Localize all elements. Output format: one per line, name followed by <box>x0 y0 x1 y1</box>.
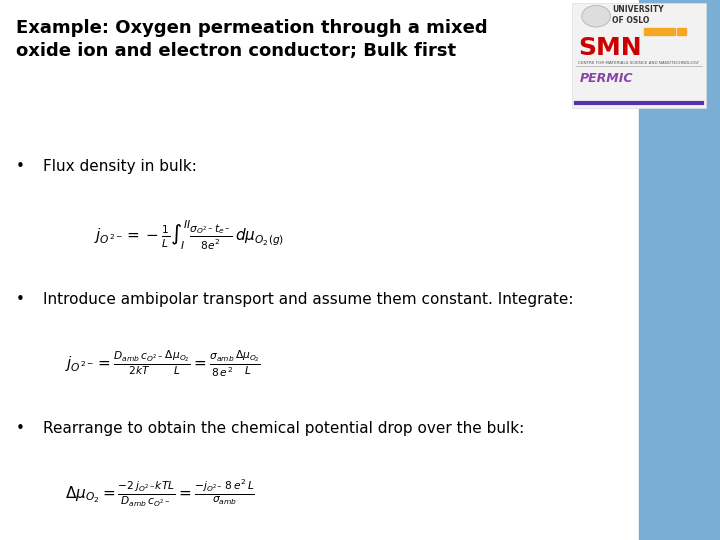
Text: •: • <box>16 292 24 307</box>
Text: PERMIC: PERMIC <box>580 72 633 85</box>
Text: CENTRE FOR MATERIALS SCIENCE AND NANOTECHNOLOGY: CENTRE FOR MATERIALS SCIENCE AND NANOTEC… <box>578 61 699 65</box>
Bar <box>677 28 686 35</box>
Text: UNIVERSITY
OF OSLO: UNIVERSITY OF OSLO <box>612 5 664 25</box>
Text: •: • <box>16 421 24 436</box>
Text: Example: Oxygen permeation through a mixed
oxide ion and electron conductor; Bul: Example: Oxygen permeation through a mix… <box>16 19 487 60</box>
Text: •: • <box>16 159 24 174</box>
Bar <box>655 28 665 35</box>
Circle shape <box>582 5 611 27</box>
Bar <box>644 28 654 35</box>
Text: SMN: SMN <box>578 36 642 60</box>
Bar <box>666 28 675 35</box>
Text: Introduce ambipolar transport and assume them constant. Integrate:: Introduce ambipolar transport and assume… <box>43 292 574 307</box>
Text: $j_{O^{2-}} = -\frac{1}{L}\int_{I}^{II}\frac{\sigma_{O^{2-}}\, t_{e^-}}{8e^2}\, : $j_{O^{2-}} = -\frac{1}{L}\int_{I}^{II}\… <box>94 219 284 252</box>
Text: Rearrange to obtain the chemical potential drop over the bulk:: Rearrange to obtain the chemical potenti… <box>43 421 524 436</box>
Text: $\Delta\mu_{O_2} = \frac{-2\,j_{O^{2-}}kTL}{D_{amb}\,c_{O^{2-}}} = \frac{-j_{O^{: $\Delta\mu_{O_2} = \frac{-2\,j_{O^{2-}}k… <box>65 478 255 509</box>
Text: Flux density in bulk:: Flux density in bulk: <box>43 159 197 174</box>
Bar <box>572 3 706 108</box>
Bar <box>639 0 720 540</box>
Text: $j_{O^{2-}} = \frac{D_{amb}\,c_{O^{2-}}}{2kT}\frac{\Delta\mu_{O_2}}{L} = \frac{\: $j_{O^{2-}} = \frac{D_{amb}\,c_{O^{2-}}}… <box>65 348 261 379</box>
